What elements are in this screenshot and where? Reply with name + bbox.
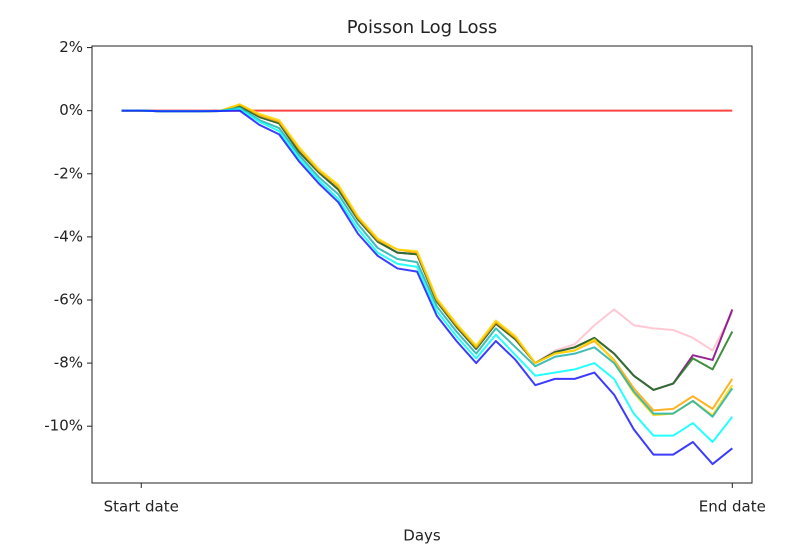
x-tick-label: Start date xyxy=(104,498,179,516)
x-tick-label: End date xyxy=(699,498,766,516)
series-line xyxy=(121,109,733,466)
y-tick-label: 2% xyxy=(59,38,83,56)
series-line xyxy=(121,104,734,391)
y-tick-label: -2% xyxy=(54,164,83,182)
plot-frame xyxy=(91,45,753,484)
y-tick-label: 0% xyxy=(59,101,83,119)
y-tick-label: -4% xyxy=(54,227,83,245)
series-line xyxy=(121,103,734,417)
series-line xyxy=(121,104,734,391)
x-axis-label: Days xyxy=(403,527,441,545)
y-tick-label: -6% xyxy=(54,290,83,308)
y-tick-label: -10% xyxy=(44,417,83,435)
y-tick-label: -8% xyxy=(54,354,83,372)
chart-title: Poisson Log Loss xyxy=(347,17,497,38)
series-line xyxy=(121,106,734,418)
series-line xyxy=(121,104,734,365)
series-line xyxy=(121,103,734,412)
